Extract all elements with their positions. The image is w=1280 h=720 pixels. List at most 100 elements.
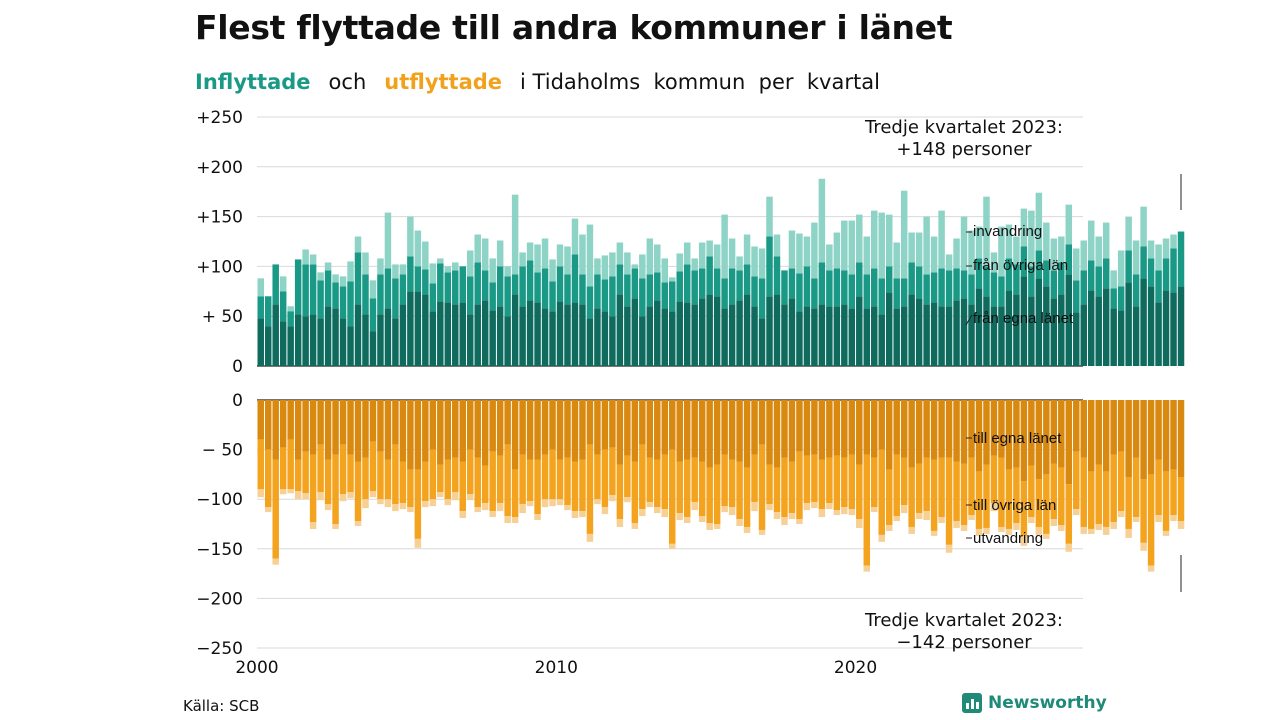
y-tick-label: +150 — [196, 208, 243, 228]
bar-out-segment — [848, 400, 856, 455]
bar-out-segment — [369, 491, 377, 498]
bar-out-segment — [826, 503, 833, 510]
bar-out-segment — [496, 503, 504, 512]
bar-in-segment — [841, 304, 848, 366]
bar-in-segment — [541, 308, 549, 366]
bar-out-segment — [339, 400, 347, 445]
y-tick-label: 0 — [232, 357, 243, 377]
bar-out-segment — [811, 502, 818, 509]
bar-out-segment — [676, 461, 683, 514]
bar-in-segment — [1020, 208, 1028, 247]
bar-out-segment — [1043, 400, 1050, 475]
bar-in-segment — [609, 316, 616, 366]
bar-out-segment — [369, 441, 377, 492]
bar-in-segment — [698, 268, 706, 299]
bar-in-segment — [968, 230, 975, 275]
bar-out-segment — [766, 464, 773, 505]
bar-in-segment — [481, 238, 489, 271]
bar-in-segment — [1177, 231, 1185, 287]
bar-in-segment — [564, 246, 571, 275]
bar-in-segment — [1028, 266, 1035, 297]
bar-out-segment — [354, 461, 362, 522]
bar-out-segment — [863, 565, 871, 572]
brand-logo: Newsworthy — [962, 693, 1107, 713]
bar-out-segment — [683, 459, 691, 518]
bar-in-segment — [1155, 270, 1162, 303]
bar-out-segment — [324, 400, 332, 460]
bar-in-segment — [796, 273, 803, 312]
bar-in-segment — [863, 274, 871, 309]
bar-in-segment — [1073, 280, 1080, 313]
bar-out-segment — [437, 492, 444, 498]
bar-out-segment — [526, 400, 534, 460]
bar-out-segment — [354, 521, 362, 526]
bar-out-segment — [631, 400, 639, 462]
annotation-text: Tredje kvartalet 2023: — [864, 117, 1063, 138]
bar-in-segment — [885, 292, 893, 366]
bar-in-segment — [1162, 258, 1170, 291]
bar-in-segment — [915, 266, 923, 299]
source-label: Källa: SCB — [183, 697, 260, 715]
subtitle-in-word: Inflyttade — [195, 70, 311, 94]
bar-in-segment — [1087, 220, 1095, 261]
bar-out-segment — [960, 400, 968, 464]
bar-out-segment — [1020, 535, 1028, 546]
bar-out-segment — [1065, 400, 1073, 485]
bar-in-segment — [1065, 274, 1073, 366]
bar-out-segment — [496, 455, 504, 504]
bar-in-segment — [1132, 240, 1140, 275]
bar-out-segment — [893, 454, 900, 517]
bar-in-segment — [953, 238, 960, 269]
bar-out-segment — [908, 526, 915, 534]
bar-in-segment — [833, 268, 841, 307]
bar-in-segment — [339, 318, 347, 366]
bar-in-segment — [915, 298, 923, 366]
bar-out-segment — [743, 467, 751, 527]
bar-in-segment — [998, 226, 1005, 277]
bar-in-segment — [369, 331, 377, 366]
bar-in-segment — [377, 274, 384, 315]
bar-out-segment — [609, 400, 616, 448]
bar-in-segment — [1013, 264, 1020, 295]
bar-out-segment — [294, 459, 302, 492]
bar-in-segment — [362, 274, 369, 315]
bar-out-segment — [930, 530, 938, 536]
bar-in-segment — [1147, 240, 1155, 259]
bar-in-segment — [444, 302, 452, 366]
bar-in-segment — [990, 306, 998, 366]
bar-in-segment — [923, 304, 930, 366]
bar-in-segment — [452, 262, 459, 271]
bar-out-segment — [339, 494, 347, 502]
bar-in-segment — [676, 301, 683, 366]
bar-in-segment — [1087, 260, 1095, 291]
bar-in-segment — [781, 304, 788, 366]
bar-in-segment — [354, 304, 362, 366]
bar-in-segment — [279, 291, 287, 322]
bar-in-segment — [751, 276, 758, 307]
bar-out-segment — [826, 457, 833, 504]
bar-out-segment — [579, 459, 586, 512]
bar-out-segment — [1065, 484, 1073, 544]
bar-in-segment — [1080, 304, 1087, 366]
y-tick-label: 0 — [232, 391, 243, 411]
bar-out-segment — [324, 504, 332, 511]
bar-out-segment — [257, 439, 264, 490]
bar-out-segment — [511, 517, 519, 524]
bar-out-segment — [856, 464, 863, 520]
bar-out-segment — [1125, 477, 1132, 529]
bar-in-segment — [826, 306, 833, 366]
bar-in-segment — [945, 306, 953, 366]
bar-in-segment — [915, 232, 923, 267]
bar-in-segment — [766, 296, 773, 366]
bar-in-segment — [1080, 270, 1087, 305]
bar-in-segment — [639, 316, 646, 366]
bar-out-segment — [257, 400, 264, 440]
bar-out-segment — [878, 400, 885, 450]
bar-out-segment — [437, 464, 444, 493]
bar-in-segment — [1043, 286, 1050, 366]
bar-in-segment — [1140, 278, 1147, 366]
bar-out-segment — [900, 505, 908, 514]
bar-out-segment — [571, 511, 579, 519]
bar-out-segment — [781, 457, 788, 518]
bar-in-segment — [736, 270, 743, 301]
